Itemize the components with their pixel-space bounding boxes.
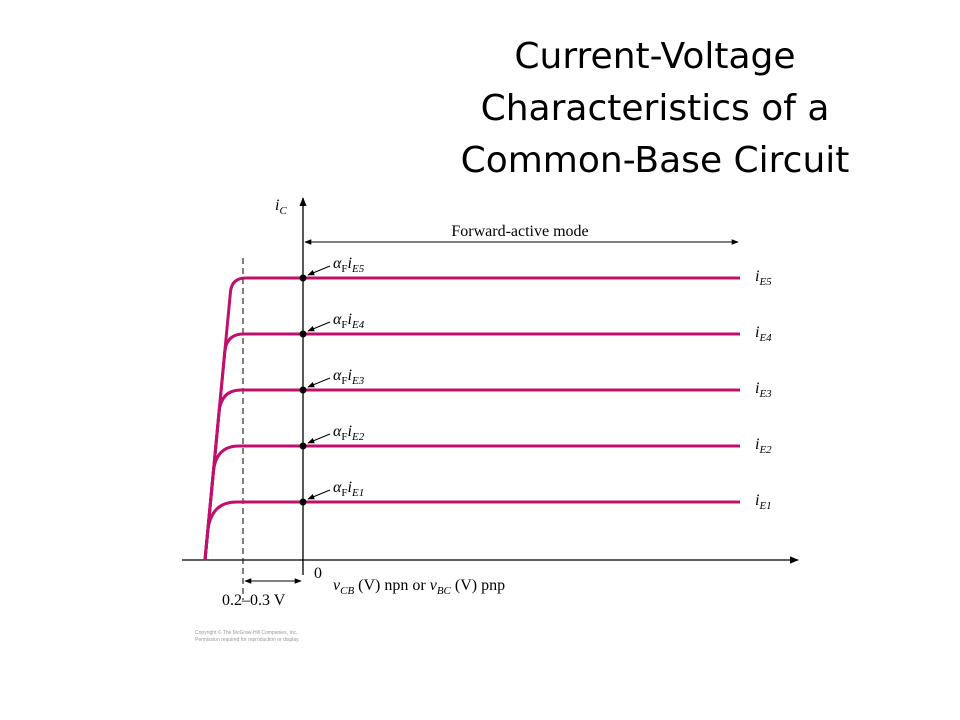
operating-point xyxy=(299,442,307,450)
curve-label: iE3 xyxy=(755,380,772,400)
curve-label: iE2 xyxy=(755,436,772,456)
curve xyxy=(203,500,740,561)
sub: E1 xyxy=(758,500,771,512)
alpha: α xyxy=(333,367,342,384)
pointer xyxy=(307,377,331,388)
curve-label: iE5 xyxy=(755,268,772,288)
sub: E2 xyxy=(351,431,365,443)
sub: C xyxy=(279,205,287,217)
text: (V) pnp xyxy=(451,577,505,594)
var: v xyxy=(333,577,341,594)
var: i xyxy=(755,436,759,453)
var: i xyxy=(348,255,352,272)
sub: BC xyxy=(437,585,452,597)
var: i xyxy=(755,268,759,285)
var: i xyxy=(348,367,352,384)
curve xyxy=(203,444,740,561)
alpha: α xyxy=(333,255,342,272)
sub: E3 xyxy=(758,388,772,400)
curve xyxy=(203,332,740,561)
sub: E1 xyxy=(351,487,364,499)
sub: E3 xyxy=(351,375,365,387)
sub: CB xyxy=(340,585,354,597)
marker-label: αFiE3 xyxy=(333,367,365,387)
var: i xyxy=(755,380,759,397)
sub: E2 xyxy=(758,444,772,456)
threshold-label: 0.2–0.3 V xyxy=(222,592,286,609)
var: i xyxy=(348,423,352,440)
sub: F xyxy=(341,431,347,443)
title-line: Characteristics of a xyxy=(481,88,830,129)
copyright: Permission required for reproduction or … xyxy=(195,637,300,643)
curve-label: iE1 xyxy=(755,492,772,512)
marker-label: αFiE1 xyxy=(333,479,364,499)
y-axis-label: iC xyxy=(275,197,287,217)
marker-label: αFiE4 xyxy=(333,311,365,331)
var: i xyxy=(755,492,759,509)
operating-point xyxy=(299,386,307,394)
var: v xyxy=(430,577,438,594)
operating-point xyxy=(299,274,307,282)
diagram: iC Forward-active mode 0 0.2–0.3 V vCB (… xyxy=(182,197,799,609)
copyright: Copyright © The McGraw-Hill Companies, I… xyxy=(195,629,298,636)
text: (V) npn or xyxy=(354,577,430,594)
sub: F xyxy=(341,375,347,387)
alpha: α xyxy=(333,479,342,496)
pointer xyxy=(307,321,331,332)
sub: F xyxy=(341,487,347,499)
var: i xyxy=(348,479,352,496)
operating-point xyxy=(299,330,307,338)
sub: F xyxy=(341,319,347,331)
pointer xyxy=(307,265,331,276)
var: i xyxy=(275,197,279,214)
sub: E4 xyxy=(758,332,772,344)
pointer xyxy=(307,489,331,500)
var: i xyxy=(755,324,759,341)
alpha: α xyxy=(333,311,342,328)
title-line: Common-Base Circuit xyxy=(461,140,850,181)
sub: E5 xyxy=(758,276,772,288)
title-line: Current-Voltage xyxy=(514,36,795,77)
region-label: Forward-active mode xyxy=(451,223,588,240)
var: i xyxy=(348,311,352,328)
sub: E4 xyxy=(351,319,365,331)
x-axis-label: vCB (V) npn or vBC (V) pnp xyxy=(333,577,505,597)
operating-point xyxy=(299,498,307,506)
curve xyxy=(203,276,740,561)
marker-label: αFiE2 xyxy=(333,423,365,443)
sub: E5 xyxy=(351,263,365,275)
curve xyxy=(203,388,740,561)
marker-label: αFiE5 xyxy=(333,255,365,275)
sub: F xyxy=(341,263,347,275)
pointer xyxy=(307,433,331,444)
origin-label: 0 xyxy=(314,565,322,582)
curve-label: iE4 xyxy=(755,324,772,344)
alpha: α xyxy=(333,423,342,440)
